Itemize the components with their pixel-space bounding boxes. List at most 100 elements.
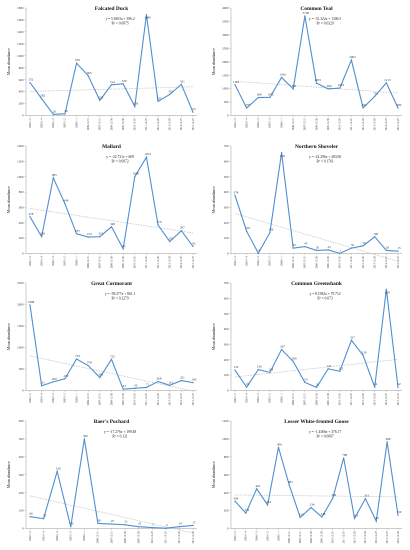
- data-point: [180, 83, 183, 86]
- data-label: 378: [234, 190, 239, 194]
- x-tick-label: 2002-1-5: [234, 393, 237, 403]
- data-point: [375, 519, 377, 522]
- x-tick-label: 2011-12-29: [350, 393, 353, 406]
- x-tick-label: 2014-12-27: [385, 393, 388, 406]
- y-tick-label: 700: [224, 144, 229, 148]
- data-point: [192, 245, 194, 247]
- data-point: [288, 484, 291, 486]
- x-tick-label: 2007-12-31: [304, 118, 307, 131]
- y-tick-label: 0: [22, 389, 24, 393]
- data-label: 478: [29, 211, 34, 215]
- data-point: [87, 235, 89, 238]
- x-tick-label: 2002-1-5: [234, 255, 237, 265]
- x-tick-label: 2014-12-27: [180, 393, 183, 406]
- x-tick-label: 2010-12-29: [339, 255, 342, 268]
- data-label: 319: [56, 466, 61, 470]
- chart-svg: Mallard Mean abundance 0 200 400 600 800 1000 12…: [6, 144, 197, 268]
- chart-panel: Common Teal Mean abundance 0 500 1000 1500 200…: [205, 0, 410, 138]
- x-tick-label: 2008-12-30: [110, 118, 113, 131]
- data-point: [266, 503, 269, 506]
- x-tick-label: 2006-1-1: [280, 118, 283, 128]
- data-label: 183: [192, 378, 197, 382]
- data-label: 788: [342, 452, 347, 456]
- trend-r-squared: R² = 0.0075: [111, 22, 128, 26]
- x-tick-label: 2010-12-29: [134, 255, 137, 268]
- x-tick-label: 2005-1-2: [70, 530, 73, 540]
- y-tick-label: 2500: [222, 46, 229, 50]
- data-label: 876: [75, 58, 80, 62]
- data-label: 304: [234, 496, 239, 500]
- chart-title: Northern Shoveler: [295, 144, 339, 150]
- chart-title: Falcated Duck: [95, 6, 128, 12]
- data-point: [87, 75, 89, 77]
- data-label: 659: [385, 290, 390, 294]
- y-tick-label: 500: [19, 437, 24, 441]
- data-point: [29, 515, 31, 517]
- data-label: 141: [327, 364, 332, 368]
- x-tick-label: 2002-1-5: [29, 530, 32, 540]
- data-point: [310, 506, 312, 508]
- data-label: 66: [29, 511, 33, 515]
- data-point: [83, 437, 86, 440]
- x-tick-label: 2009-12-30: [327, 118, 330, 131]
- chart-svg: Common Teal Mean abundance 0 500 1000 1500 200…: [211, 6, 402, 131]
- x-tick-label: 2003-1-4: [245, 118, 248, 128]
- data-label: 172: [244, 508, 249, 512]
- y-tick-label: 200: [224, 220, 229, 224]
- x-tick-label: 2006-1-1: [83, 530, 86, 540]
- y-tick-label: 1600: [17, 18, 24, 22]
- data-label: 155: [168, 236, 173, 240]
- x-tick-label: 2011-12-29: [145, 255, 148, 268]
- data-point: [304, 245, 306, 247]
- x-tick-label: 2016-12-26: [397, 530, 400, 543]
- data-label: 284: [362, 103, 367, 107]
- x-tick-label: 2006-12-31: [87, 393, 90, 406]
- data-label: 514: [110, 80, 115, 84]
- trend-line: [29, 355, 194, 392]
- x-tick-label: 2002-1-5: [234, 530, 237, 540]
- x-tick-label: 2011-12-29: [165, 530, 168, 543]
- data-point: [280, 76, 283, 79]
- data-label: 665: [87, 71, 92, 75]
- data-point: [280, 151, 283, 153]
- x-tick-label: 2006-1-1: [277, 530, 280, 540]
- data-label: 1416: [279, 72, 286, 76]
- data-point: [327, 368, 329, 370]
- data-point: [315, 249, 318, 251]
- y-tick-label: 100: [19, 508, 24, 512]
- data-point: [134, 387, 136, 390]
- data-point: [169, 384, 171, 386]
- x-tick-label: 2006-12-31: [292, 118, 295, 131]
- data-label: 1: [340, 248, 342, 252]
- data-point: [87, 364, 89, 367]
- data-label: 220: [40, 231, 45, 235]
- trend-r-squared: R² = 0.1761: [316, 159, 333, 163]
- data-point: [52, 176, 54, 179]
- trend-line: [234, 494, 399, 497]
- x-tick-label: 2008-12-30: [315, 255, 318, 268]
- data-point: [362, 244, 364, 247]
- x-tick-label: 2010-12-29: [339, 393, 342, 406]
- x-tick-label: 2006-1-1: [75, 118, 78, 128]
- x-tick-label: 2015-12-27: [397, 118, 400, 131]
- data-point: [29, 81, 31, 84]
- y-tick-label: 1200: [17, 42, 24, 46]
- data-label: 669: [257, 93, 262, 97]
- data-point: [269, 231, 271, 233]
- x-tick-label: 2012-12-28: [157, 255, 160, 268]
- data-label: 725: [110, 354, 115, 358]
- data-label: 111: [40, 381, 45, 385]
- x-tick-label: 2009-12-30: [327, 393, 330, 406]
- y-tick-label: 600: [224, 472, 229, 476]
- x-tick-label: 2012-12-28: [362, 118, 365, 131]
- y-tick-label: 200: [19, 236, 24, 240]
- data-label: 443: [255, 483, 260, 487]
- y-tick-label: 300: [224, 205, 229, 209]
- chart-panel: Common Greenshank Mean abundance 0 100 200 30…: [205, 275, 410, 413]
- data-point: [339, 87, 341, 89]
- data-point: [234, 84, 236, 86]
- data-point: [332, 496, 334, 499]
- data-label: 985: [52, 172, 57, 176]
- y-tick-label: 200: [19, 102, 24, 106]
- data-label: 710: [373, 91, 378, 95]
